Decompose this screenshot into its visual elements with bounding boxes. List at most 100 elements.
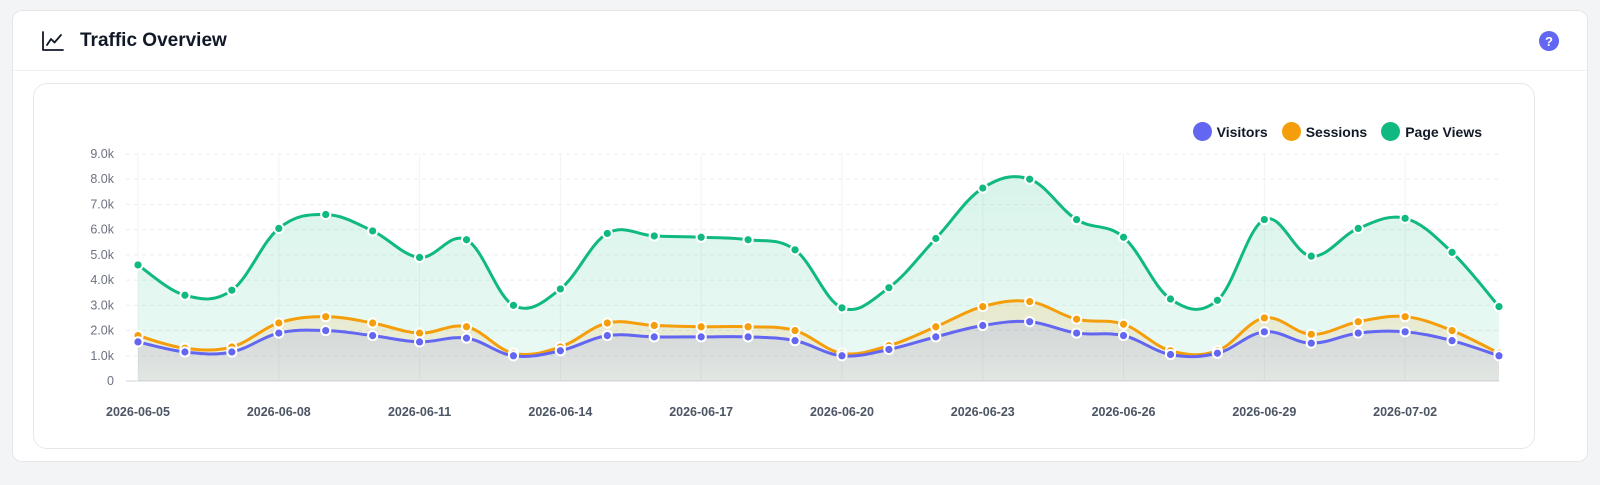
sessions-point xyxy=(1024,295,1036,308)
sessions-point xyxy=(1258,312,1270,324)
legend-label: Sessions xyxy=(1305,123,1368,140)
chart-panel: 0 1.0k 2.0k 3.0k 4.0k 5.0k 6.0k 7.0k 8.0k 9.0k 202… xyxy=(33,83,1535,449)
y-tick-label: 9.0k xyxy=(90,147,114,161)
visitors-point xyxy=(226,346,238,358)
page_views-point xyxy=(601,227,613,240)
sessions-point xyxy=(977,300,989,313)
visitors-point xyxy=(1258,326,1270,338)
visitors-point xyxy=(1024,316,1036,328)
visitors-point xyxy=(1399,326,1411,338)
visitors-point xyxy=(132,336,144,348)
page_views-point xyxy=(1117,231,1130,243)
visitors-point xyxy=(1493,350,1505,362)
sessions-point xyxy=(1071,313,1083,325)
visitors-point xyxy=(320,324,332,337)
y-tick-label: 5.0k xyxy=(90,248,114,262)
visitors-point xyxy=(367,330,379,342)
x-tick-label: 2026-06-11 xyxy=(388,405,451,419)
visitors-point xyxy=(789,335,801,347)
y-tick-label: 4.0k xyxy=(90,273,114,287)
visitors-point xyxy=(930,331,942,343)
card-title: Traffic Overview xyxy=(80,30,227,51)
sessions-point xyxy=(601,317,613,329)
page_views-point xyxy=(1305,250,1317,262)
visitors-point xyxy=(695,331,707,343)
visitors-point xyxy=(273,327,285,339)
sessions-point xyxy=(1399,311,1411,323)
page_views-point xyxy=(1352,222,1364,235)
visitors-point xyxy=(883,343,895,356)
sessions-point xyxy=(789,324,801,337)
x-tick-label: 2026-06-14 xyxy=(528,405,592,419)
visitors-point xyxy=(742,331,754,343)
y-tick-label: 8.0k xyxy=(90,172,114,186)
x-tick-label: 2026-07-02 xyxy=(1373,405,1437,419)
legend-swatch xyxy=(1281,122,1301,141)
page_views-point xyxy=(1258,213,1270,226)
visitors-point xyxy=(460,332,473,344)
page_views-point xyxy=(132,259,144,271)
visitors-point xyxy=(648,331,660,343)
sessions-point xyxy=(742,321,754,333)
page_views-point xyxy=(460,234,473,246)
card-header: Traffic Overview ? xyxy=(13,11,1587,71)
y-tick-label: 2.0k xyxy=(90,324,114,338)
legend-item-sessions[interactable]: Sessions xyxy=(1281,122,1368,141)
x-tick-label: 2026-06-08 xyxy=(247,405,311,419)
sessions-point xyxy=(1352,316,1364,328)
legend-item-page-views[interactable]: Page Views xyxy=(1381,122,1482,141)
page_views-area xyxy=(138,176,1499,381)
visitors-point xyxy=(836,350,848,362)
help-button[interactable]: ? xyxy=(1539,31,1559,51)
visitors-point xyxy=(413,336,426,348)
legend-label: Visitors xyxy=(1216,123,1268,140)
sessions-point xyxy=(648,319,660,332)
legend-swatch xyxy=(1381,122,1401,141)
traffic-overview-card: Traffic Overview ? 0 1.0k 2.0k 3.0k 4.0k 5.0k… xyxy=(12,10,1588,462)
page_views-point xyxy=(179,289,191,301)
visitors-point xyxy=(507,350,520,362)
sessions-point xyxy=(930,321,942,333)
y-tick-label: 0 xyxy=(107,374,114,388)
page_views-point xyxy=(742,234,754,246)
visitors-point xyxy=(1352,327,1364,339)
page_views-point xyxy=(320,208,332,221)
page_views-point xyxy=(1071,213,1083,226)
sessions-point xyxy=(413,327,426,339)
visitors-point xyxy=(1446,335,1458,347)
page_views-point xyxy=(273,222,285,235)
page_views-point xyxy=(226,284,238,296)
visitors-point xyxy=(554,345,566,357)
sessions-point xyxy=(695,321,707,333)
visitors-point xyxy=(179,346,191,358)
visitors-point xyxy=(1164,348,1177,361)
x-tick-label: 2026-06-17 xyxy=(669,405,733,419)
page_views-point xyxy=(789,244,801,256)
x-tick-label: 2026-06-20 xyxy=(810,405,874,419)
legend-item-visitors[interactable]: Visitors xyxy=(1192,122,1268,141)
x-tick-label: 2026-06-26 xyxy=(1092,405,1156,419)
page_views-point xyxy=(883,282,895,294)
page_views-point xyxy=(1399,212,1411,224)
sessions-point xyxy=(1305,328,1317,340)
page_views-point xyxy=(836,302,848,314)
y-tick-label: 3.0k xyxy=(90,298,114,312)
legend-swatch xyxy=(1192,122,1212,141)
page_views-point xyxy=(695,231,707,243)
line-chart-icon xyxy=(42,31,64,51)
visitors-point xyxy=(1305,337,1317,349)
x-tick-label: 2026-06-05 xyxy=(106,405,170,419)
chart-legend: Visitors Sessions Page Views xyxy=(1192,122,1482,141)
visitors-point xyxy=(1211,347,1224,359)
sessions-point xyxy=(320,311,332,323)
page_views-point xyxy=(554,283,566,295)
visitors-point xyxy=(601,330,613,342)
sessions-point xyxy=(273,317,285,329)
page_views-point xyxy=(413,251,426,264)
y-tick-label: 7.0k xyxy=(90,197,114,211)
page_views-point xyxy=(507,299,520,311)
y-tick-label: 6.0k xyxy=(90,223,114,237)
sessions-point xyxy=(460,321,473,333)
page_views-point xyxy=(977,182,989,194)
y-tick-label: 1.0k xyxy=(90,349,114,363)
